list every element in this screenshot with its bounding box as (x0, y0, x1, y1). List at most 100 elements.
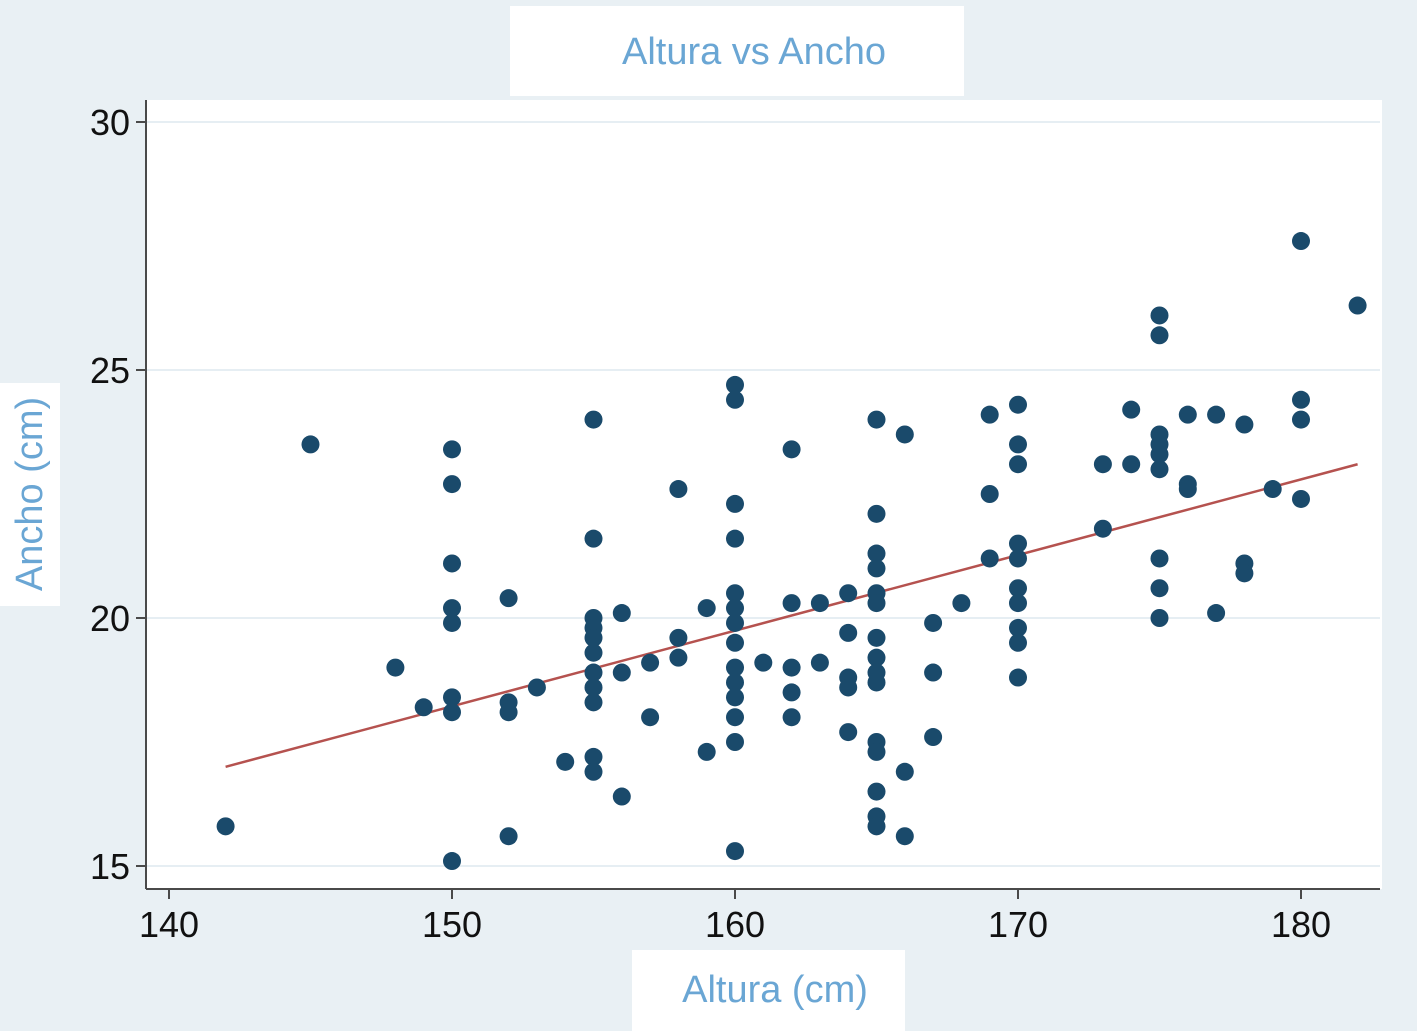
data-point (726, 494, 744, 513)
data-point (499, 703, 518, 722)
data-point (443, 475, 461, 494)
data-point (1150, 326, 1169, 345)
data-point (726, 375, 744, 394)
data-point (697, 742, 716, 761)
data-point (1009, 549, 1027, 568)
data-point (782, 440, 801, 459)
data-point (726, 688, 744, 707)
data-point (924, 728, 943, 747)
data-point (584, 628, 603, 647)
data-point (1150, 306, 1169, 325)
data-point (782, 658, 801, 677)
data-point (1150, 460, 1169, 479)
x-axis-label-box (632, 950, 905, 1031)
data-point (839, 584, 858, 603)
data-point (443, 703, 461, 722)
data-point (499, 827, 518, 846)
data-point (895, 762, 914, 781)
data-point (839, 723, 858, 742)
data-point (612, 663, 631, 682)
y-tick-label-30: 30 (90, 102, 130, 143)
data-point (1150, 609, 1169, 627)
data-point (1122, 400, 1141, 419)
data-point (584, 747, 603, 766)
y-axis-label-box (0, 383, 60, 606)
data-point (810, 594, 829, 613)
data-point (443, 852, 461, 871)
fit-line-layer (225, 463, 1358, 769)
data-point (1292, 232, 1310, 251)
data-point (1093, 519, 1112, 538)
data-point (980, 405, 999, 424)
data-point (1150, 445, 1169, 464)
data-point (867, 782, 886, 801)
chart-title: Altura vs Ancho (622, 31, 886, 73)
y-tick-label-20: 20 (90, 598, 130, 639)
data-point (1009, 435, 1027, 454)
data-point (754, 653, 773, 672)
x-tick-label-150: 150 (422, 904, 482, 945)
data-point (1292, 410, 1310, 429)
data-point (301, 435, 320, 454)
data-point (1150, 549, 1169, 568)
y-tick-label-25: 25 (90, 350, 130, 391)
data-point (1263, 480, 1282, 499)
data-point (1093, 455, 1112, 474)
data-point (443, 554, 461, 573)
data-point (867, 559, 886, 578)
data-point (782, 594, 801, 613)
data-point (839, 623, 858, 642)
data-points (216, 232, 1367, 871)
data-point (867, 673, 886, 692)
y-tick-label-15: 15 (90, 846, 130, 887)
data-point (726, 658, 744, 677)
data-point (584, 762, 603, 781)
data-point (867, 544, 886, 563)
data-point (867, 594, 886, 613)
x-tick-label-140: 140 (139, 904, 199, 945)
data-point (1009, 455, 1027, 474)
data-point (386, 658, 405, 677)
data-point (1292, 390, 1310, 409)
data-point (1292, 489, 1310, 508)
data-point (556, 752, 575, 771)
data-point (584, 678, 603, 697)
data-point (726, 673, 744, 692)
data-point (443, 688, 461, 707)
data-point (1009, 579, 1027, 598)
data-point (782, 708, 801, 727)
data-point (726, 633, 744, 652)
data-point (980, 485, 999, 503)
data-point (499, 589, 518, 608)
data-point (726, 733, 744, 751)
data-point (584, 693, 603, 712)
data-point (952, 594, 971, 613)
data-point (1009, 633, 1027, 652)
data-point (1178, 480, 1197, 499)
data-point (895, 827, 914, 846)
data-point (726, 842, 744, 861)
data-point (1009, 618, 1027, 637)
data-point (669, 648, 688, 667)
data-point (867, 628, 886, 647)
data-point (726, 584, 744, 603)
data-point (443, 440, 461, 459)
y-axis-label: Ancho (cm) (9, 397, 51, 591)
data-point (1009, 395, 1027, 414)
data-point (726, 599, 744, 618)
data-point (839, 678, 858, 697)
axes (136, 100, 1380, 899)
x-axis-label: Altura (cm) (682, 969, 868, 1011)
data-point (697, 599, 716, 618)
data-point (443, 599, 461, 618)
data-point (584, 410, 603, 429)
data-point (980, 549, 999, 568)
data-point (726, 708, 744, 727)
data-point (443, 613, 461, 632)
data-point (527, 678, 546, 697)
data-point (1178, 405, 1197, 424)
data-point (1009, 668, 1027, 687)
data-point (414, 698, 433, 717)
data-point (1235, 415, 1254, 434)
